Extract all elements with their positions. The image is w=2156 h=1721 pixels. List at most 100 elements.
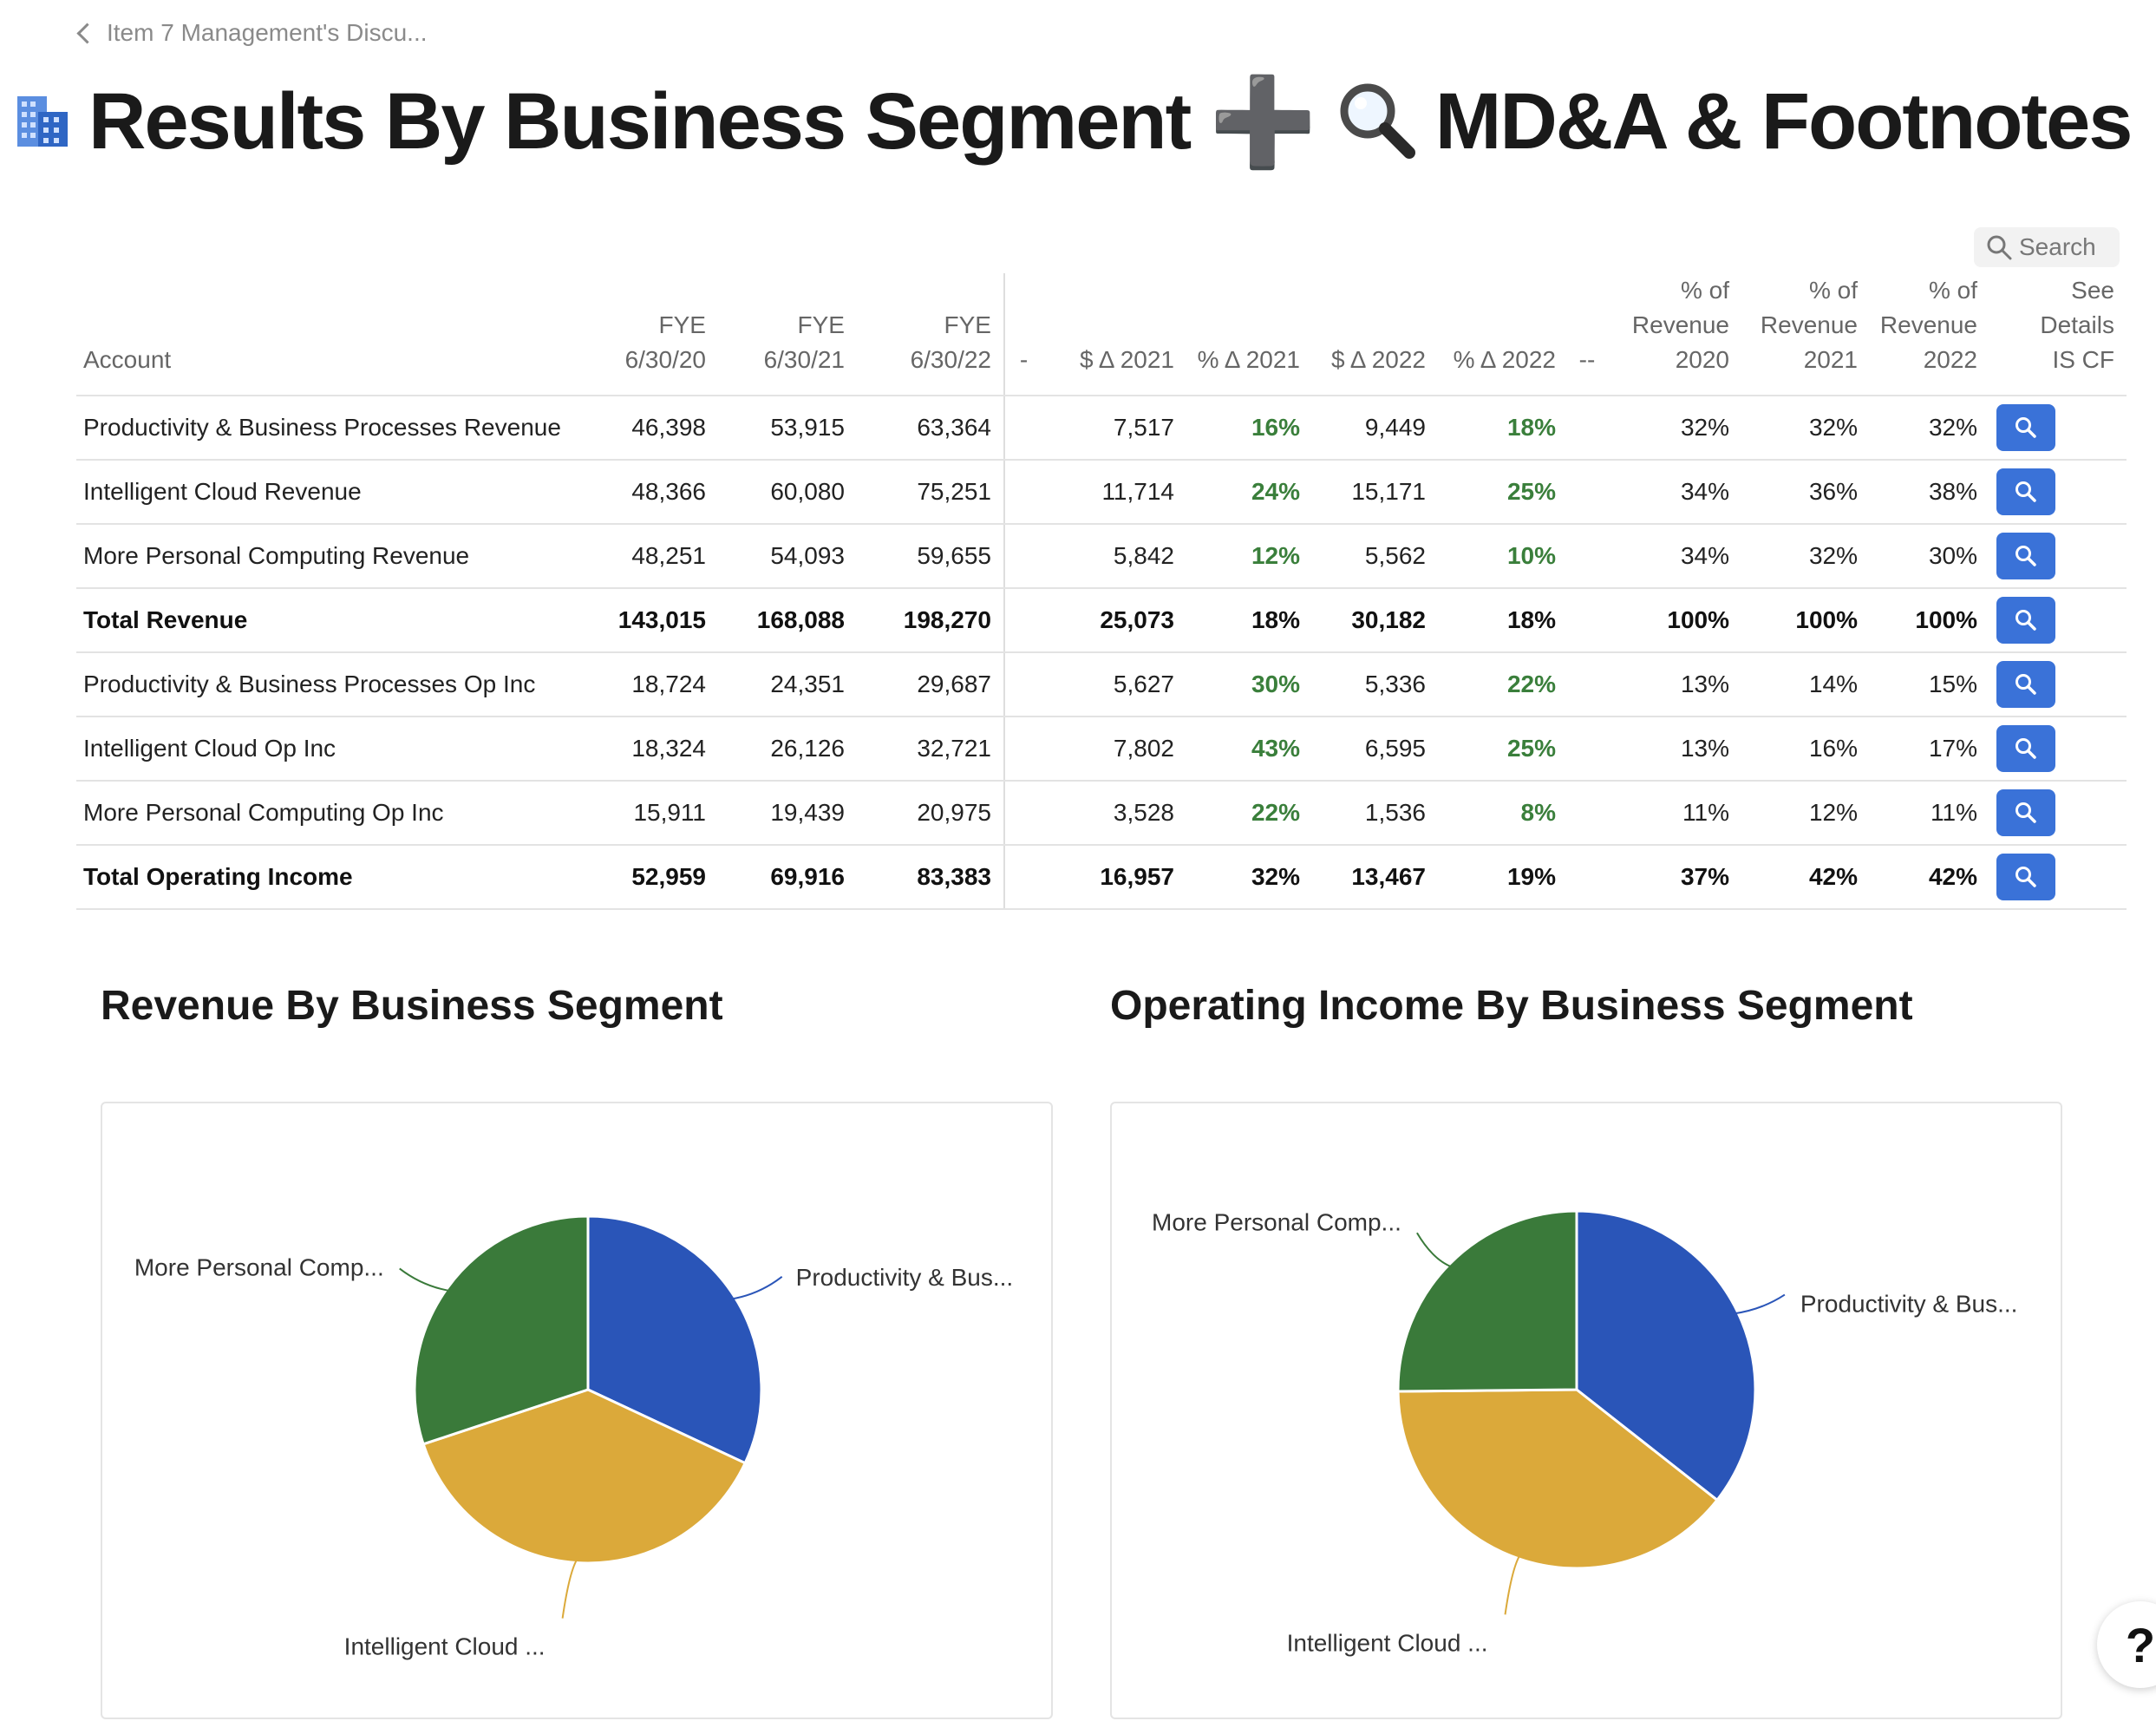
table-cell: 1,536 (1312, 781, 1438, 846)
table-cell: 11% (1611, 781, 1741, 846)
table-cell: 5,562 (1312, 524, 1438, 589)
see-details-button[interactable] (1996, 468, 2055, 515)
table-cell: 168,088 (718, 588, 857, 653)
see-details-button[interactable] (1996, 725, 2055, 772)
see-details-button[interactable] (1996, 533, 2055, 579)
column-header[interactable]: % Δ 2022 (1438, 273, 1568, 396)
table-cell (1568, 460, 1611, 525)
column-header-line: Revenue (1760, 311, 1858, 338)
table-cell: 75,251 (857, 460, 1005, 525)
pie-slice[interactable] (1396, 1388, 1720, 1570)
column-header[interactable]: $ Δ 2021 (1048, 273, 1186, 396)
column-header[interactable]: FYE 6/30/21 (718, 273, 857, 396)
table-cell (1004, 781, 1048, 846)
pie-label: Productivity & Bus... (796, 1264, 1014, 1291)
table-cell: 32% (1870, 396, 1989, 461)
table-cell (1004, 845, 1048, 910)
table-cell: 83,383 (857, 845, 1005, 910)
table-cell: 14% (1741, 652, 1870, 717)
column-header[interactable]: % of Revenue 2021 (1741, 273, 1870, 396)
see-details-button[interactable] (1996, 404, 2055, 451)
see-details-button[interactable] (1996, 854, 2055, 900)
table-cell: 100% (1741, 588, 1870, 653)
column-header-line: IS CF (2052, 346, 2114, 373)
table-cell: 8% (1438, 781, 1568, 846)
breadcrumb[interactable]: Item 7 Management's Discu... (75, 19, 428, 47)
pie-label: More Personal Comp... (1152, 1208, 1401, 1235)
table-cell: 18,724 (605, 652, 718, 717)
table-cell: 32% (1611, 396, 1741, 461)
column-header-line: % of (1680, 277, 1729, 304)
table-cell: 18% (1438, 396, 1568, 461)
pie-leader-line (729, 1276, 783, 1300)
table-cell: 43% (1186, 717, 1312, 782)
pie-slice[interactable] (1396, 1209, 1578, 1393)
table-cell: 11,714 (1048, 460, 1186, 525)
plus-icon: ➕ (1209, 73, 1317, 171)
search-icon (2016, 674, 2036, 695)
table-cell: 25% (1438, 460, 1568, 525)
table-cell: 42% (1870, 845, 1989, 910)
column-header-line: 2020 (1675, 346, 1729, 373)
column-header[interactable]: FYE 6/30/22 (857, 273, 1005, 396)
see-details-button[interactable] (1996, 789, 2055, 836)
table-cell: 17% (1870, 717, 1989, 782)
table-cell (1568, 524, 1611, 589)
table-cell: 12% (1186, 524, 1312, 589)
table-cell (1004, 717, 1048, 782)
details-cell (1989, 652, 2127, 717)
table-cell (1004, 588, 1048, 653)
search-icon (2016, 738, 2036, 759)
column-header[interactable]: % of Revenue 2020 (1611, 273, 1741, 396)
column-header-line: Revenue (1879, 311, 1977, 338)
table-cell: 34% (1611, 460, 1741, 525)
table-cell: 10% (1438, 524, 1568, 589)
pie-slice[interactable] (586, 1214, 763, 1465)
pie-label: Intelligent Cloud ... (1287, 1629, 1488, 1656)
revenue-pie-chart: Productivity & Bus... Intelligent Cloud .… (101, 1102, 1053, 1719)
column-header[interactable]: % of Revenue 2022 (1870, 273, 1989, 396)
see-details-button[interactable] (1996, 661, 2055, 708)
search-button[interactable]: Search (1974, 227, 2120, 267)
column-header[interactable]: See Details IS CF (1989, 273, 2127, 396)
table-cell: 5,627 (1048, 652, 1186, 717)
table-cell: 13% (1611, 652, 1741, 717)
search-label: Search (2019, 233, 2096, 260)
magnifier-icon (1336, 80, 1416, 164)
table-cell: 13% (1611, 717, 1741, 782)
pie-slice[interactable] (421, 1388, 748, 1565)
column-header-line: Details (2040, 311, 2114, 338)
column-header[interactable]: FYE 6/30/20 (605, 273, 718, 396)
table-row: Intelligent Cloud Op Inc 18,324 26,126 32,7… (76, 717, 2127, 782)
revenue-pie-svg: Productivity & Bus... Intelligent Cloud .… (134, 1214, 1014, 1660)
table-cell: 59,655 (857, 524, 1005, 589)
pie-leader-line (1504, 1553, 1522, 1615)
column-header-line: $ Δ 2022 (1330, 346, 1426, 373)
details-cell (1989, 460, 2127, 525)
table-cell (1568, 781, 1611, 846)
column-header-line: FYE (658, 311, 706, 338)
breadcrumb-label: Item 7 Management's Discu... (107, 19, 428, 46)
table-cell (1004, 396, 1048, 461)
column-header-line: FYE (944, 311, 991, 338)
table-cell: 19,439 (718, 781, 857, 846)
column-header[interactable]: % Δ 2021 (1186, 273, 1312, 396)
opinc-pie-chart: Productivity & Bus... Intelligent Cloud .… (1110, 1102, 2062, 1719)
see-details-button[interactable] (1996, 597, 2055, 644)
column-header[interactable]: $ Δ 2022 (1312, 273, 1438, 396)
column-header[interactable]: Account (76, 273, 605, 396)
column-header[interactable]: -- (1568, 273, 1611, 396)
revenue-chart-title: Revenue By Business Segment (101, 983, 723, 1029)
table-cell: 52,959 (605, 845, 718, 910)
pie-slice[interactable] (1575, 1209, 1757, 1502)
table-cell: 54,093 (718, 524, 857, 589)
table-cell: 5,336 (1312, 652, 1438, 717)
table-cell (1568, 396, 1611, 461)
column-header-line: 6/30/22 (910, 346, 991, 373)
search-icon (1987, 235, 2012, 260)
table-cell: 16,957 (1048, 845, 1186, 910)
help-button[interactable]: ? (2097, 1601, 2156, 1688)
pie-slice[interactable] (413, 1214, 590, 1446)
column-header[interactable]: - (1004, 273, 1048, 396)
page-title: Results By Business Segment (88, 77, 1192, 166)
